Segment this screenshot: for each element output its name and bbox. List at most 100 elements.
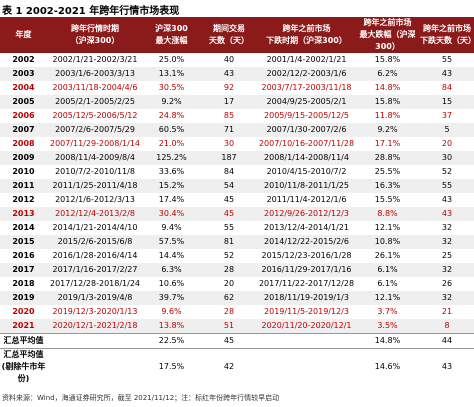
cell: 10.8%	[355, 235, 420, 249]
cell: 2004	[12, 83, 35, 92]
cell: 26	[441, 279, 453, 288]
cell: 20	[441, 139, 453, 148]
cell: 17	[200, 95, 258, 109]
cell: 43	[420, 67, 474, 81]
cell: 62	[200, 291, 258, 305]
header-text: 天数（天）	[209, 36, 249, 45]
cell: 2005/12/5-2006/5/12	[52, 111, 138, 120]
cell: 15.8%	[355, 95, 420, 109]
cell: 14.6%	[355, 348, 420, 385]
data-row: 2012 2012/1/6-2012/3/13 17.4% 45 2011/11/4-2…	[0, 193, 474, 207]
cell: 15.5%	[374, 195, 401, 204]
cell: 22.5%	[143, 333, 200, 349]
cell: 43	[441, 195, 453, 204]
header-text: 年度	[15, 30, 32, 39]
cell: 54	[200, 179, 258, 193]
cell: 2017	[0, 263, 47, 277]
cell: 2008/1/14-2008/11/4	[258, 151, 355, 165]
source-note: 资料来源：Wind，海通证券研究所，截至 2021/11/12；注：标红年份跨年…	[2, 394, 280, 402]
data-row: 2015 2015/2/6-2015/6/8 57.5% 81 2014/12/22-2…	[0, 235, 474, 249]
data-row: 2013 2012/12/4-2013/2/8 30.4% 45 2012/9/26-2…	[0, 207, 474, 221]
cell: 30.4%	[143, 207, 200, 221]
cell: 187	[200, 151, 258, 165]
cell: 25.0%	[158, 55, 185, 64]
cell: 39.7%	[143, 291, 200, 305]
cell: 2020	[12, 307, 35, 316]
cell: 2019/12/3-2020/1/13	[52, 307, 138, 316]
cell: 28	[200, 263, 258, 277]
cell: 2016/11/29-2017/1/16	[258, 263, 355, 277]
cell: 15.2%	[143, 179, 200, 193]
cell: 2016/1/28-2016/4/14	[52, 251, 138, 260]
cell: 2017/12/28-2018/1/24	[49, 279, 140, 288]
data-row: 2005 2005/2/1-2005/2/25 9.2% 17 2004/9/25-20…	[0, 95, 474, 109]
cell: 2005/9/15-2005/12/5	[264, 111, 349, 120]
table-body: 2002 2002/1/21-2002/3/21 25.0% 40 2001/1/4-2…	[0, 53, 474, 385]
cell: 2007/2/6-2007/5/29	[47, 123, 143, 137]
cell: 2017/1/16-2017/2/27	[47, 263, 143, 277]
cell: 2013/12/4-2014/1/21	[264, 223, 349, 232]
cell: 84	[441, 83, 453, 92]
cell: 30	[420, 151, 474, 165]
table-title: 表 1 2002-2021 年跨年行情市场表现	[2, 6, 180, 17]
header-cell: 沪深300 最大涨幅	[143, 17, 200, 53]
header-text: 跨年行情时期	[71, 24, 119, 33]
header-text: 最大涨幅	[155, 36, 188, 45]
cell: 52	[223, 251, 235, 260]
cell: 2016	[12, 251, 35, 260]
cell: 32	[420, 235, 474, 249]
cell: 55	[420, 179, 474, 193]
cell: 28.8%	[355, 151, 420, 165]
cell: 42	[200, 348, 258, 385]
cell: 45	[200, 333, 258, 349]
cell: 37	[441, 111, 453, 120]
header-text: （沪深300）	[70, 36, 120, 45]
summary-row: 汇总平均值 (剔除牛市年份) 17.5% 42 14.6% 43	[0, 348, 474, 385]
cell: 60.5%	[143, 123, 200, 137]
cell: 11.8%	[374, 111, 401, 120]
cell: 6.2%	[355, 67, 420, 81]
cell: 45	[200, 207, 258, 221]
cell: 2007/1/30-2007/2/6	[258, 123, 355, 137]
header-cell: 期间交易天数（天）	[200, 17, 258, 53]
cell	[258, 348, 355, 385]
cell: 2002/1/21-2002/3/21	[52, 55, 138, 64]
cell: 25	[441, 251, 453, 260]
cell: 92	[223, 83, 235, 92]
cell: 9.2%	[355, 123, 420, 137]
cell: 2014/12/22-2015/2/6	[258, 235, 355, 249]
cell: 2017/11/22-2017/12/28	[258, 279, 355, 288]
cell: 2007/11/29-2008/1/14	[49, 139, 140, 148]
header-text: 期间交易	[213, 24, 245, 33]
cell	[47, 348, 143, 385]
cell: 2019	[0, 291, 47, 305]
cell: 32	[420, 263, 474, 277]
cell	[47, 333, 143, 349]
summary-row: 汇总平均值 22.5% 45 14.8% 44	[0, 333, 474, 349]
header-cell: 跨年之前市场 下跌天数（天）	[420, 17, 474, 53]
cell: 71	[200, 123, 258, 137]
cell: 85	[223, 111, 235, 120]
market-table: 年度 跨年行情时期 （沪深300） 沪深300 最大涨幅 期间交易 天数（天） 跨年之前市场下…	[0, 17, 474, 385]
cell: 2003/7/17-2003/11/18	[261, 83, 352, 92]
cell: 12.1%	[355, 291, 420, 305]
cell: 2018	[12, 279, 35, 288]
cell: 12.1%	[374, 223, 401, 232]
data-row: 2016 2016/1/28-2016/4/14 14.4% 52 2015/12/23…	[0, 249, 474, 263]
data-row: 2019 2019/1/3-2019/4/8 39.7% 62 2018/11/19-2…	[0, 291, 474, 305]
cell: 2005/2/1-2005/2/25	[47, 95, 143, 109]
cell: 2002	[12, 55, 35, 64]
cell: 24.8%	[158, 111, 185, 120]
cell: 43	[420, 207, 474, 221]
cell: 26.1%	[374, 251, 401, 260]
cell: 5	[420, 123, 474, 137]
header-row: 年度 跨年行情时期 （沪深300） 沪深300 最大涨幅 期间交易 天数（天） 跨年之前市场下…	[0, 17, 474, 53]
cell: 21	[441, 307, 453, 316]
data-row: 2017 2017/1/16-2017/2/27 6.3% 28 2016/11/29-…	[0, 263, 474, 277]
cell: 30	[223, 139, 235, 148]
cell: 2011/11/4-2012/1/6	[266, 195, 347, 204]
data-row: 2009 2008/11/4-2009/8/4 125.2% 187 2008/1/14…	[0, 151, 474, 165]
cell: 2015/2/6-2015/6/8	[47, 235, 143, 249]
cell: 2004/9/25-2005/2/1	[258, 95, 355, 109]
